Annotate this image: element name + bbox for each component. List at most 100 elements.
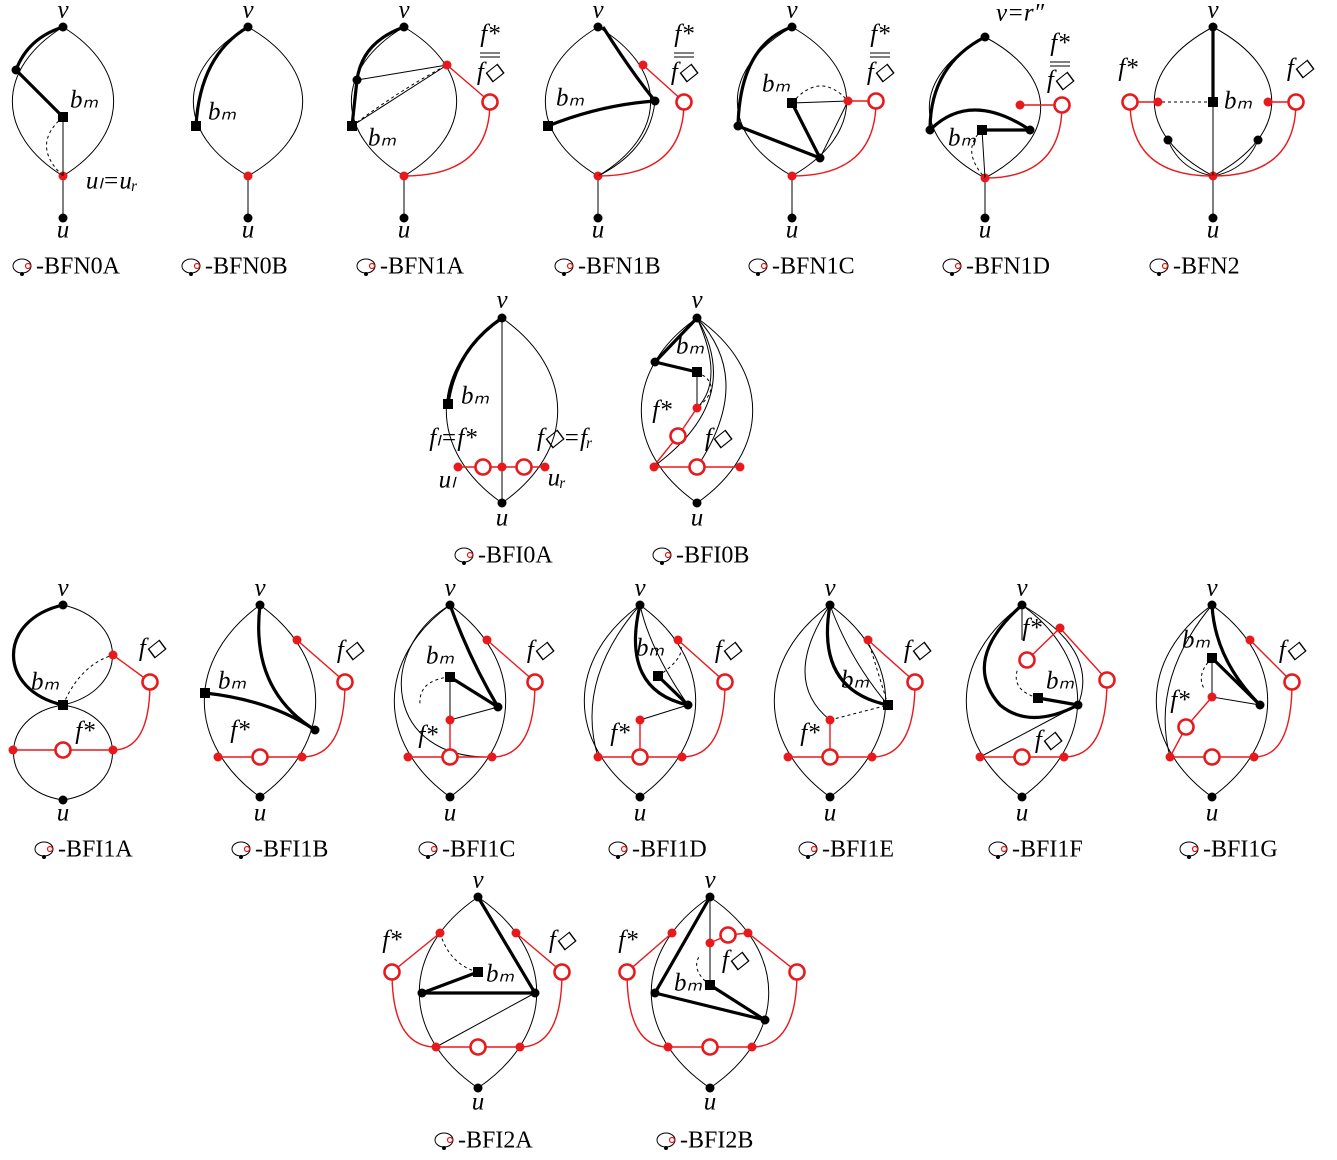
icon-dot <box>616 855 620 859</box>
panel: vbₘf*f◇u-BFI1D <box>584 575 743 863</box>
vertex-label: f◇ <box>1287 55 1315 82</box>
icon-outline <box>419 842 437 856</box>
caption-icon <box>799 842 817 859</box>
vertex-label: v <box>786 0 798 24</box>
vertex-label: bₘ <box>948 125 977 152</box>
icon-dot <box>1187 855 1191 859</box>
vertex-label: bₘ <box>762 71 791 98</box>
red-vertex <box>976 753 985 762</box>
vertex-label: v <box>1016 575 1028 602</box>
vertex <box>816 154 825 163</box>
panel: vf*f◇bₘu-BFI2B <box>618 867 804 1154</box>
red-edge <box>792 101 876 176</box>
vertex-label: u <box>254 800 267 827</box>
vertex-label: u <box>444 800 457 827</box>
red-vertex <box>109 651 118 660</box>
red-edge <box>404 102 490 176</box>
face-node <box>908 675 923 690</box>
icon-outline <box>1150 259 1168 273</box>
panel: v=r″f*f◇bₘu-BFN1D <box>926 0 1075 280</box>
icon-red <box>666 553 671 558</box>
panel: vbₘf*f◇u-BFI1C <box>394 575 555 863</box>
vertex <box>311 726 320 735</box>
red-vertex <box>868 753 877 762</box>
vertex-label: v <box>472 867 484 894</box>
vertex-label: v <box>57 0 69 24</box>
red-vertex <box>844 97 853 106</box>
vertex-label: u <box>592 217 605 244</box>
icon-outline <box>749 259 767 273</box>
vertex-label: f* <box>75 718 95 745</box>
red-vertex <box>9 746 18 755</box>
caption-icon <box>35 842 53 859</box>
caption: -BFI1B <box>255 837 328 863</box>
edge <box>12 27 63 176</box>
caption-icon <box>1180 842 1198 859</box>
vertex-label: f◇ <box>1047 67 1075 94</box>
caption-icon <box>609 842 627 859</box>
red-vertex <box>736 463 745 472</box>
icon-red <box>670 1138 675 1143</box>
red-vertex <box>1208 693 1217 702</box>
square-vertex <box>543 121 553 131</box>
face-node <box>690 460 705 475</box>
face-node <box>1289 95 1304 110</box>
icon-dot <box>189 272 193 276</box>
icon-outline <box>35 842 53 856</box>
vertex-label: f◇ <box>549 927 577 954</box>
icon-dot <box>996 855 1000 859</box>
panel: vf*f◇bₘu-BFN1B <box>543 0 699 280</box>
icon-outline <box>943 259 961 273</box>
red-vertex <box>498 463 507 472</box>
vertex <box>1074 701 1083 710</box>
square-vertex <box>1207 653 1217 663</box>
vertex-label: f* <box>1050 30 1070 57</box>
face-node <box>633 750 648 765</box>
vertex <box>418 989 427 998</box>
face-node <box>703 1040 718 1055</box>
vertex-label: bₘ <box>841 667 870 694</box>
caption: -BFN0A <box>36 254 121 280</box>
edge <box>248 27 303 176</box>
face-node <box>823 750 838 765</box>
vertex-label: f* <box>382 927 402 954</box>
vertex-label: bₘ <box>461 383 490 410</box>
face-node <box>1055 98 1070 113</box>
vertex-label: v <box>1207 0 1219 24</box>
red-vertex <box>1154 98 1163 107</box>
vertex-label: uₗ=uᵣ <box>86 168 138 195</box>
vertex-label: u <box>57 217 70 244</box>
red-vertex <box>1016 101 1025 110</box>
vertex-label: f◇ <box>527 637 555 664</box>
face-node <box>443 750 458 765</box>
caption: -BFI0A <box>478 543 553 569</box>
caption-icon <box>989 842 1007 859</box>
icon-red <box>956 264 961 269</box>
edge <box>260 605 316 797</box>
dashed-edge <box>792 86 848 103</box>
vertex-label: u <box>1207 217 1220 244</box>
dashed-edge <box>63 655 113 705</box>
vertex-label: v <box>57 575 69 602</box>
vertex-label: f* <box>800 720 820 747</box>
square-vertex <box>200 688 210 698</box>
vertex-label: bₘ <box>636 635 665 662</box>
vertex <box>1254 136 1263 145</box>
icon-red <box>568 264 573 269</box>
vertex-label: v <box>704 867 716 894</box>
face-node <box>253 750 268 765</box>
square-vertex <box>58 700 68 710</box>
edge <box>774 605 830 797</box>
vertex-label: bₘ <box>676 333 705 360</box>
vertex-label: bₘ <box>674 970 703 997</box>
dashed-edge <box>697 372 711 408</box>
icon-outline <box>989 842 1007 856</box>
caption-icon <box>657 1133 675 1150</box>
panel: v bₘ uₗ=uᵣ u -BFN0A <box>12 0 139 280</box>
icon-red <box>762 264 767 269</box>
vertex-label: bₘ <box>70 87 99 114</box>
vertex-label: u <box>57 800 70 827</box>
vertex-label: f* <box>870 21 890 48</box>
icon-red <box>370 264 375 269</box>
